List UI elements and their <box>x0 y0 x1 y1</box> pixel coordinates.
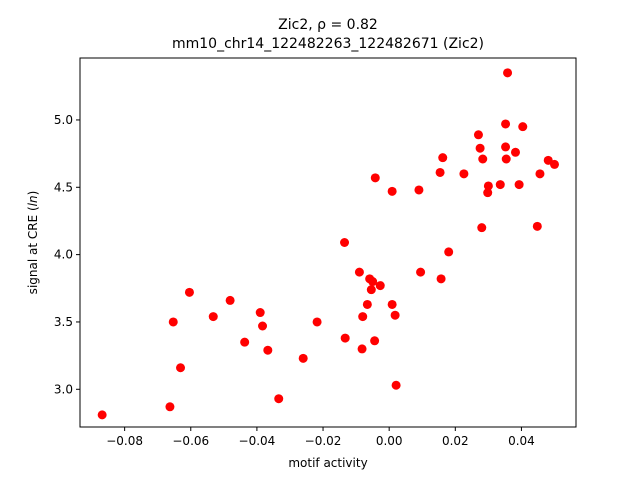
plot-area <box>79 57 577 428</box>
data-point <box>550 159 560 169</box>
data-point <box>435 167 445 177</box>
data-point <box>532 221 542 231</box>
y-tick-label: 4.0 <box>54 248 73 262</box>
data-point <box>263 345 273 355</box>
y-tick-label: 4.5 <box>54 180 73 194</box>
data-point <box>501 119 511 129</box>
data-point <box>501 142 511 152</box>
data-point <box>514 180 524 190</box>
data-point <box>416 267 426 277</box>
data-point <box>387 299 397 309</box>
data-point <box>483 181 493 191</box>
data-point <box>340 333 350 343</box>
data-point <box>368 277 378 287</box>
data-point <box>438 153 448 163</box>
data-point <box>370 336 380 346</box>
data-point <box>391 380 401 390</box>
data-point <box>225 295 235 305</box>
chart-title-line2: mm10_chr14_122482263_122482671 (Zic2) <box>172 36 484 52</box>
x-tick-label: 0.04 <box>508 434 535 448</box>
y-axis-label-suffix: ) <box>26 191 40 196</box>
data-points <box>97 68 560 420</box>
data-point <box>97 410 107 420</box>
x-tick-label: −0.06 <box>172 434 209 448</box>
data-point <box>478 154 488 164</box>
data-point <box>184 287 194 297</box>
x-tick-label: −0.08 <box>106 434 143 448</box>
data-point <box>312 317 322 327</box>
data-point <box>495 180 505 190</box>
data-point <box>501 154 511 164</box>
data-point <box>362 299 372 309</box>
data-point <box>387 186 397 196</box>
data-point <box>414 185 424 195</box>
x-tick-label: −0.04 <box>239 434 276 448</box>
data-point <box>390 310 400 320</box>
x-tick-label: 0.00 <box>376 434 403 448</box>
data-point <box>274 394 284 404</box>
chart-title-line1: Zic2, ρ = 0.82 <box>278 17 378 33</box>
data-point <box>354 267 364 277</box>
data-point <box>473 130 483 140</box>
data-point <box>168 317 178 327</box>
y-tick-label: 5.0 <box>54 113 73 127</box>
data-point <box>340 238 350 247</box>
x-tick-label: −0.02 <box>305 434 342 448</box>
data-point <box>444 247 454 257</box>
data-point <box>370 173 380 183</box>
y-tick-label: 3.5 <box>54 315 73 329</box>
x-tick-label: 0.02 <box>442 434 469 448</box>
data-point <box>459 169 469 179</box>
data-point <box>357 344 367 354</box>
y-axis-label-italic: ln <box>26 195 40 206</box>
data-point <box>475 143 485 153</box>
data-point <box>298 353 308 363</box>
data-point <box>208 312 218 322</box>
data-point <box>535 169 545 179</box>
data-point <box>240 337 250 347</box>
y-axis-label: signal at CRE (ln) <box>26 191 40 295</box>
data-point <box>503 68 513 78</box>
y-axis-ticks: 3.0 3.5 4.0 4.5 5.0 <box>54 113 80 396</box>
data-point <box>255 308 265 318</box>
data-point <box>477 223 487 233</box>
x-axis-label: motif activity <box>288 456 367 470</box>
x-axis-ticks: −0.08 −0.06 −0.04 −0.02 0.00 0.02 0.04 <box>106 427 535 448</box>
y-tick-label: 3.0 <box>54 382 73 396</box>
data-point <box>510 147 520 157</box>
data-point <box>518 122 528 132</box>
y-axis-label-prefix: signal at CRE ( <box>26 206 40 294</box>
data-point <box>483 188 493 198</box>
data-point <box>375 281 385 291</box>
data-point <box>358 312 368 322</box>
data-point <box>366 285 376 295</box>
data-point <box>165 402 175 412</box>
data-point <box>176 363 186 373</box>
data-point <box>258 321 268 331</box>
data-point <box>436 274 446 284</box>
